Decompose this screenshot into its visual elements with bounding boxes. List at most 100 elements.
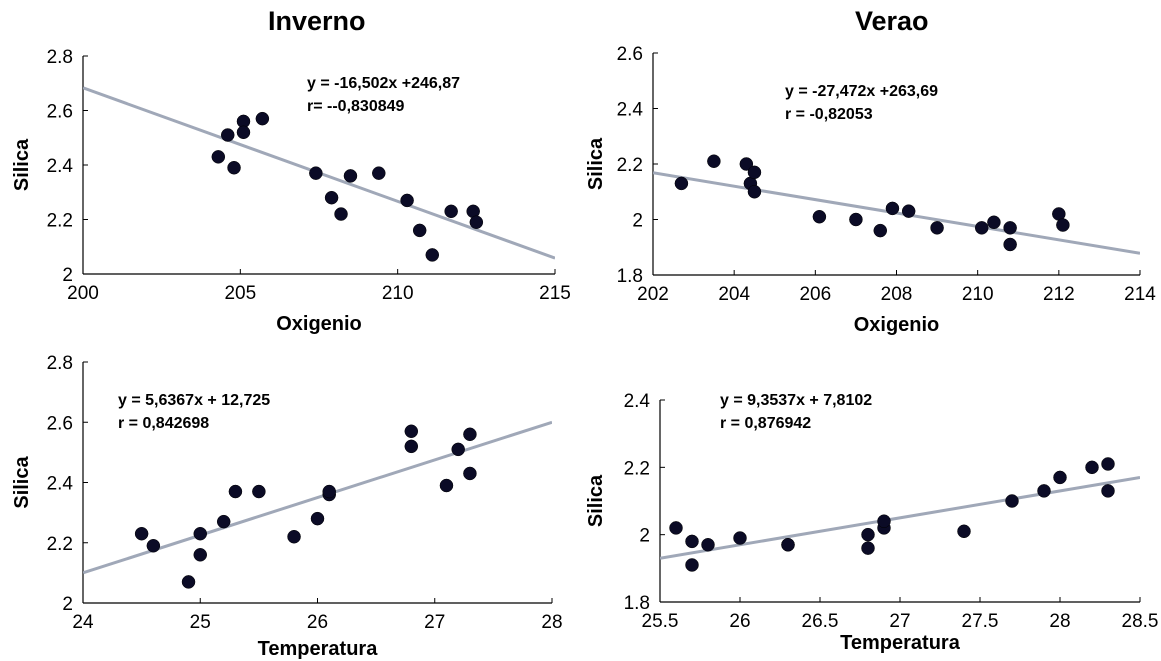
data-point xyxy=(1101,457,1115,471)
x-tick-label: 208 xyxy=(881,284,913,305)
x-tick-label: 27 xyxy=(889,611,910,632)
y-tick-label: 2 xyxy=(62,265,73,286)
data-point xyxy=(861,527,875,542)
x-tick-label: 27 xyxy=(424,612,445,633)
trend-line xyxy=(660,475,1140,560)
x-tick-label: 26 xyxy=(729,611,750,632)
regression-annotation: y = 9,3537x + 7,8102 xyxy=(720,392,872,409)
y-tick-label: 2.2 xyxy=(617,155,643,176)
data-point xyxy=(873,223,888,238)
y-tick-label: 2.4 xyxy=(47,474,74,495)
y-axis-label: Silica xyxy=(585,474,607,527)
chart-verao-temperatura: 25.5 26 26.5 27 27.5 28 28.5 1.8 2 2.2 2.4 y = 9,35… xyxy=(585,391,1158,654)
data-point xyxy=(216,514,231,529)
data-point xyxy=(181,575,196,589)
x-tick-label: 210 xyxy=(962,284,994,305)
data-point xyxy=(343,169,358,183)
regression-annotation: y = -27,472x +263,69 xyxy=(785,83,938,100)
y-axis-label: Silica xyxy=(11,138,33,191)
x-axis-label: Temperatura xyxy=(258,638,379,660)
x-tick-label: 25.5 xyxy=(642,611,679,632)
x-tick-label: 210 xyxy=(382,283,414,304)
y-tick-label: 2 xyxy=(62,594,73,615)
y-tick-label: 2.8 xyxy=(47,47,73,68)
x-tick-label: 204 xyxy=(718,284,750,305)
y-tick-label: 2 xyxy=(632,211,643,232)
data-point xyxy=(444,204,458,219)
data-point xyxy=(134,526,149,541)
regression-annotation: r = 0,876942 xyxy=(720,415,811,432)
title-inverno: Inverno xyxy=(268,6,366,36)
data-point xyxy=(957,524,971,539)
data-point xyxy=(861,541,875,555)
x-tick-label: 206 xyxy=(799,284,831,305)
data-point xyxy=(707,154,721,168)
data-point xyxy=(685,534,699,549)
data-point xyxy=(747,185,762,199)
x-tick-label: 202 xyxy=(637,284,669,305)
y-axis-label: Silica xyxy=(11,456,33,509)
data-point xyxy=(404,424,419,439)
data-point xyxy=(334,207,348,221)
y-tick-label: 2.2 xyxy=(47,211,73,232)
x-tick-label: 214 xyxy=(1124,284,1156,305)
x-tick-label: 200 xyxy=(67,283,99,304)
regression-annotation: y = -16,502x +246,87 xyxy=(307,75,460,92)
data-point xyxy=(309,166,323,180)
data-point xyxy=(439,478,454,493)
chart-verao-oxigenio: 202 204 206 208 210 212 214 1.8 2 2.2 2.4 2.6 y = -2… xyxy=(585,44,1156,336)
data-point xyxy=(322,484,336,499)
data-point xyxy=(463,427,477,442)
data-point xyxy=(877,514,891,528)
regression-annotation: r = -0,82053 xyxy=(785,106,873,123)
x-tick-label: 212 xyxy=(1043,284,1075,305)
data-point xyxy=(425,248,440,262)
data-point xyxy=(228,484,243,499)
data-point xyxy=(227,160,241,175)
y-tick-label: 2.6 xyxy=(47,102,73,123)
y-tick-label: 1.8 xyxy=(617,266,643,287)
trend-line xyxy=(83,420,552,575)
x-tick-label: 27.5 xyxy=(962,611,999,632)
data-point xyxy=(469,215,484,229)
data-point xyxy=(310,511,325,526)
x-axis-label: Oxigenio xyxy=(276,313,362,335)
data-point xyxy=(220,128,235,142)
x-tick-label: 24 xyxy=(72,612,94,633)
x-tick-label: 215 xyxy=(539,283,571,304)
y-tick-label: 2.6 xyxy=(47,413,73,434)
data-point xyxy=(849,212,863,227)
regression-annotation: r= --0,830849 xyxy=(307,98,405,115)
data-point xyxy=(1003,237,1017,252)
x-tick-label: 28 xyxy=(541,612,562,633)
y-tick-label: 2.2 xyxy=(624,458,650,479)
y-tick-label: 2.4 xyxy=(617,100,644,121)
x-tick-label: 26.5 xyxy=(802,611,839,632)
data-point xyxy=(211,150,226,164)
data-point xyxy=(901,204,916,218)
chart-inverno-temperatura: 24 25 26 27 28 2 2.2 2.4 2.6 2.8 y = 5,6367x + 12,… xyxy=(11,353,563,660)
y-tick-label: 2.6 xyxy=(617,44,643,65)
data-point xyxy=(451,442,465,457)
data-point xyxy=(146,539,161,553)
y-tick-label: 2.4 xyxy=(47,156,74,177)
data-point xyxy=(1003,221,1017,235)
data-point xyxy=(1005,494,1019,508)
data-point xyxy=(236,125,251,140)
chart-inverno-oxigenio: 200 205 210 215 2 2.2 2.4 2.6 2.8 y = -16,502x +2… xyxy=(11,47,571,335)
data-point xyxy=(463,466,477,481)
data-point xyxy=(324,190,339,205)
y-tick-label: 2.4 xyxy=(624,391,651,412)
data-point xyxy=(685,558,699,572)
y-tick-label: 2.2 xyxy=(47,534,73,555)
data-point xyxy=(701,538,715,552)
data-point xyxy=(747,165,762,180)
regression-annotation: y = 5,6367x + 12,725 xyxy=(118,392,270,409)
y-axis-label: Silica xyxy=(585,137,607,190)
x-tick-label: 25 xyxy=(190,612,211,633)
data-point xyxy=(287,529,301,544)
y-tick-label: 2.8 xyxy=(47,353,73,374)
title-verao: Verao xyxy=(855,6,929,36)
data-point xyxy=(193,548,207,562)
x-axis-label: Oxigenio xyxy=(854,314,940,336)
